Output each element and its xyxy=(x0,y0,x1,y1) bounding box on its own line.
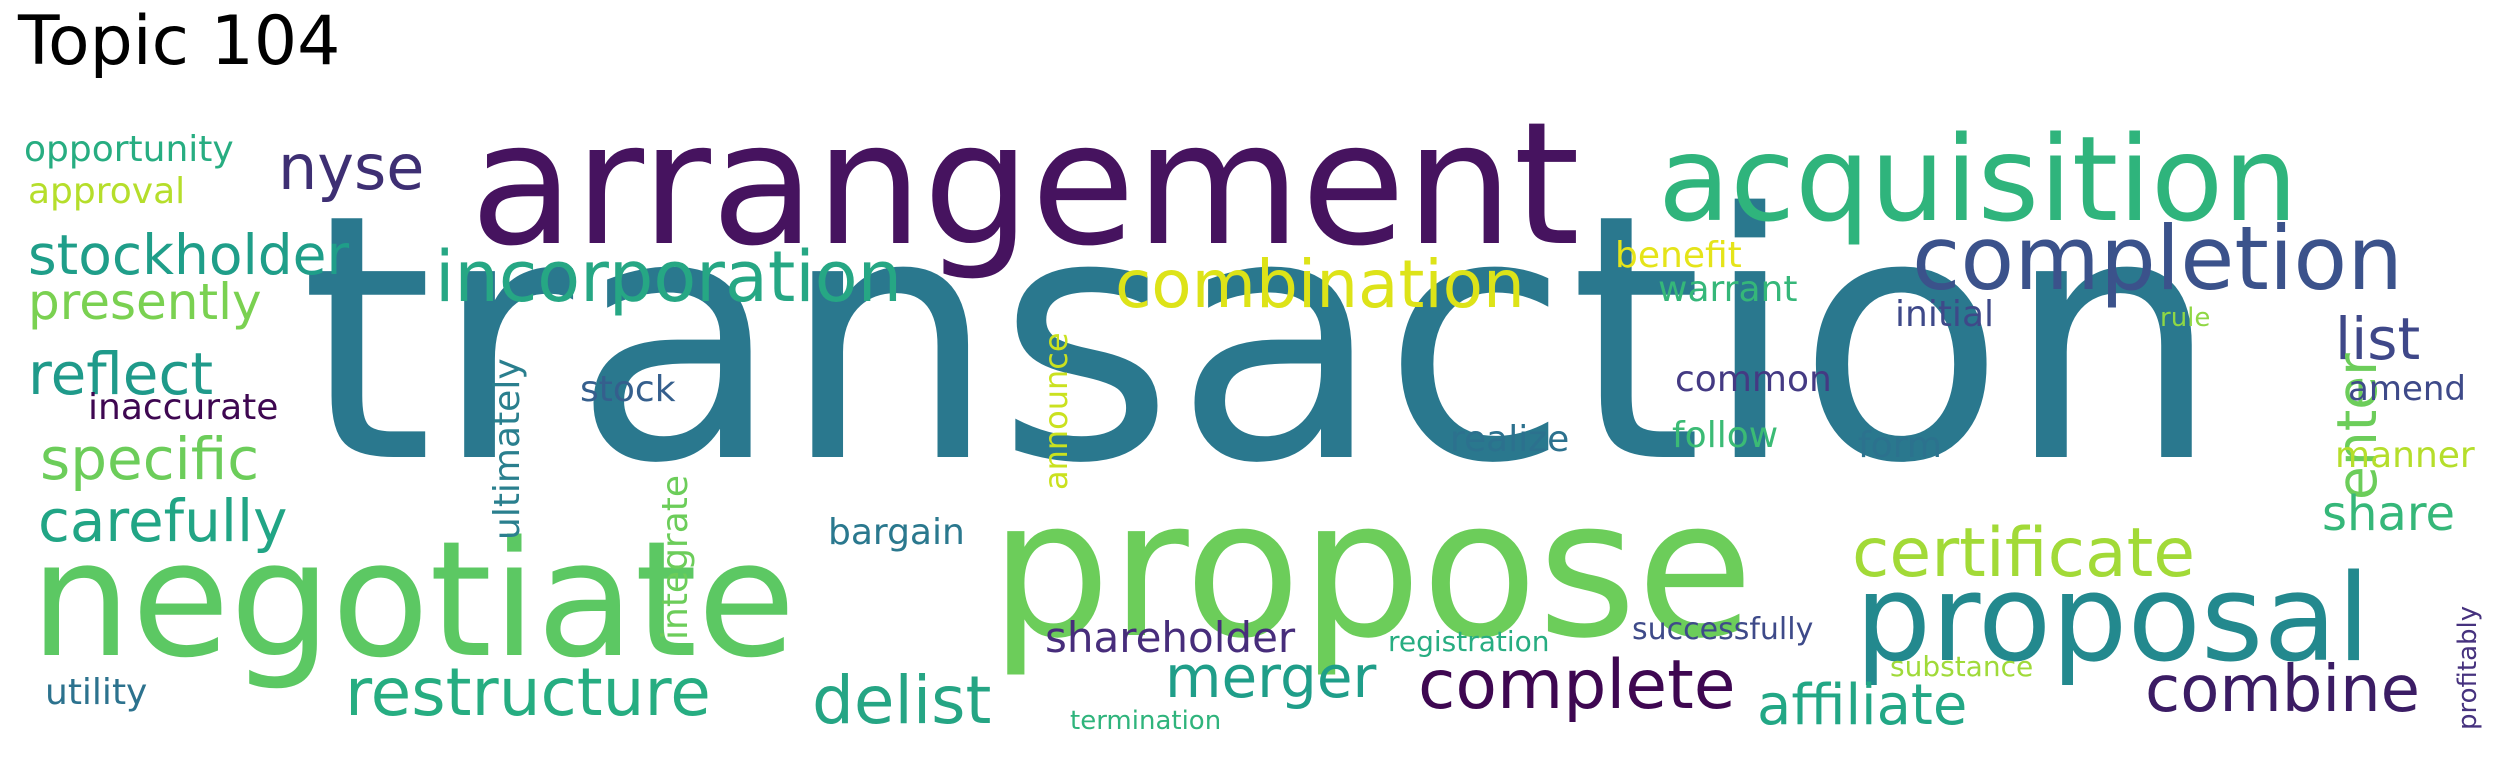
word-propose: propose xyxy=(990,459,1754,680)
word-arrangement: arrangement xyxy=(470,86,1580,284)
word-utility: utility xyxy=(45,672,148,713)
word-amend: amend xyxy=(2348,369,2467,409)
word-realize: realize xyxy=(1450,419,1570,460)
word-ultimately: ultimately xyxy=(487,358,528,540)
word-completion: completion xyxy=(1912,207,2403,310)
word-incorporation: incorporation xyxy=(435,236,902,318)
word-nyse: nyse xyxy=(278,131,425,204)
word-list: list xyxy=(2335,305,2421,373)
word-merger: merger xyxy=(1165,643,1377,711)
word-opportunity: opportunity xyxy=(24,129,234,170)
word-termination: termination xyxy=(1070,706,1222,736)
word-proposal: proposal xyxy=(1855,550,2371,689)
word-successfully: successfully xyxy=(1632,612,1814,647)
word-integrate: integrate xyxy=(655,474,696,640)
word-combination: combination xyxy=(1115,246,1525,323)
word-specific: specific xyxy=(40,425,260,493)
word-acquisition: acquisition xyxy=(1658,110,2298,248)
word-initial: initial xyxy=(1895,294,1994,335)
word-form: form xyxy=(1858,425,1942,466)
word-warrant: warrant xyxy=(1658,269,1798,310)
word-announce: announce xyxy=(1037,332,1075,490)
word-approval: approval xyxy=(28,171,186,212)
word-delist: delist xyxy=(812,662,992,739)
word-stockholder: stockholder xyxy=(28,223,350,287)
word-complete: complete xyxy=(1418,646,1736,725)
word-follow: follow xyxy=(1672,415,1779,456)
word-shareholder: shareholder xyxy=(1045,613,1296,662)
page-title: Topic 104 xyxy=(18,2,341,81)
word-restructure: restructure xyxy=(345,654,711,731)
word-negotiate: negotiate xyxy=(30,506,796,693)
word-transaction: transaction xyxy=(300,142,2221,538)
word-substance: substance xyxy=(1890,650,2034,683)
word-manner: manner xyxy=(2335,435,2475,476)
word-inaccurate: inaccurate xyxy=(88,387,279,428)
word-share: share xyxy=(2322,486,2456,542)
word-profitably: profitably xyxy=(2453,605,2483,730)
word-common: common xyxy=(1675,359,1832,400)
word-rule: rule xyxy=(2160,303,2211,333)
word-certificate: certificate xyxy=(1852,514,2196,593)
word-stock: stock xyxy=(580,369,676,410)
word-benefit: benefit xyxy=(1615,235,1742,276)
word-affiliate: affiliate xyxy=(1757,673,1968,738)
word-combine: combine xyxy=(2145,653,2421,727)
word-presently: presently xyxy=(28,273,262,331)
word-registration: registration xyxy=(1388,625,1550,658)
word-reflect: reflect xyxy=(28,340,214,408)
word-carefully: carefully xyxy=(38,487,288,555)
word-bargain: bargain xyxy=(828,512,965,553)
